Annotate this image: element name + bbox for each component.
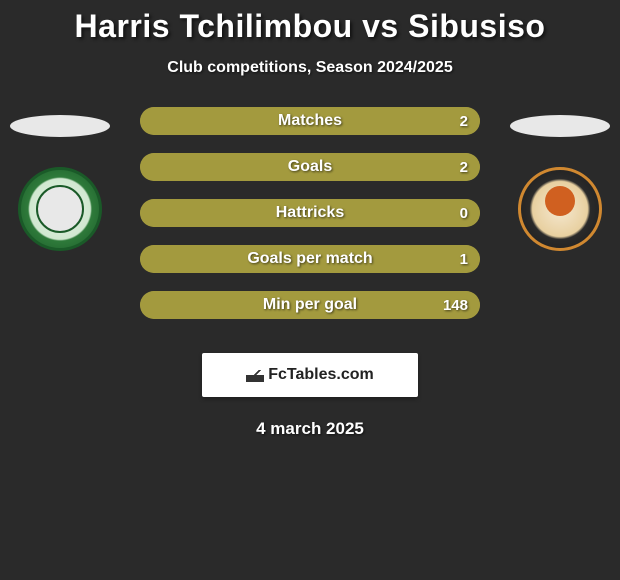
comparison-infographic: Harris Tchilimbou vs Sibusiso Club compe… xyxy=(0,0,620,439)
stat-bar: Goals per match1 xyxy=(140,245,480,273)
stat-bars: Matches2Goals2Hattricks0Goals per match1… xyxy=(140,107,480,337)
club-badge-right xyxy=(518,167,602,251)
player-left-indicator xyxy=(10,115,110,137)
bar-value: 2 xyxy=(460,113,468,130)
stat-bar: Goals2 xyxy=(140,153,480,181)
bar-value: 2 xyxy=(460,159,468,176)
stat-bar: Min per goal148 xyxy=(140,291,480,319)
bar-value: 1 xyxy=(460,251,468,268)
subtitle: Club competitions, Season 2024/2025 xyxy=(0,59,620,77)
watermark-text: FcTables.com xyxy=(268,366,374,384)
bar-label: Hattricks xyxy=(140,204,480,222)
stat-bar: Hattricks0 xyxy=(140,199,480,227)
club-badge-left xyxy=(18,167,102,251)
page-title: Harris Tchilimbou vs Sibusiso xyxy=(0,8,620,45)
bar-label: Matches xyxy=(140,112,480,130)
bar-label: Goals xyxy=(140,158,480,176)
bar-value: 0 xyxy=(460,205,468,222)
bar-label: Goals per match xyxy=(140,250,480,268)
chart-icon xyxy=(246,368,264,382)
watermark: FcTables.com xyxy=(202,353,418,397)
bar-value: 148 xyxy=(443,297,468,314)
compare-area: Matches2Goals2Hattricks0Goals per match1… xyxy=(0,115,620,335)
bar-label: Min per goal xyxy=(140,296,480,314)
stat-bar: Matches2 xyxy=(140,107,480,135)
date-label: 4 march 2025 xyxy=(0,419,620,439)
player-right-indicator xyxy=(510,115,610,137)
